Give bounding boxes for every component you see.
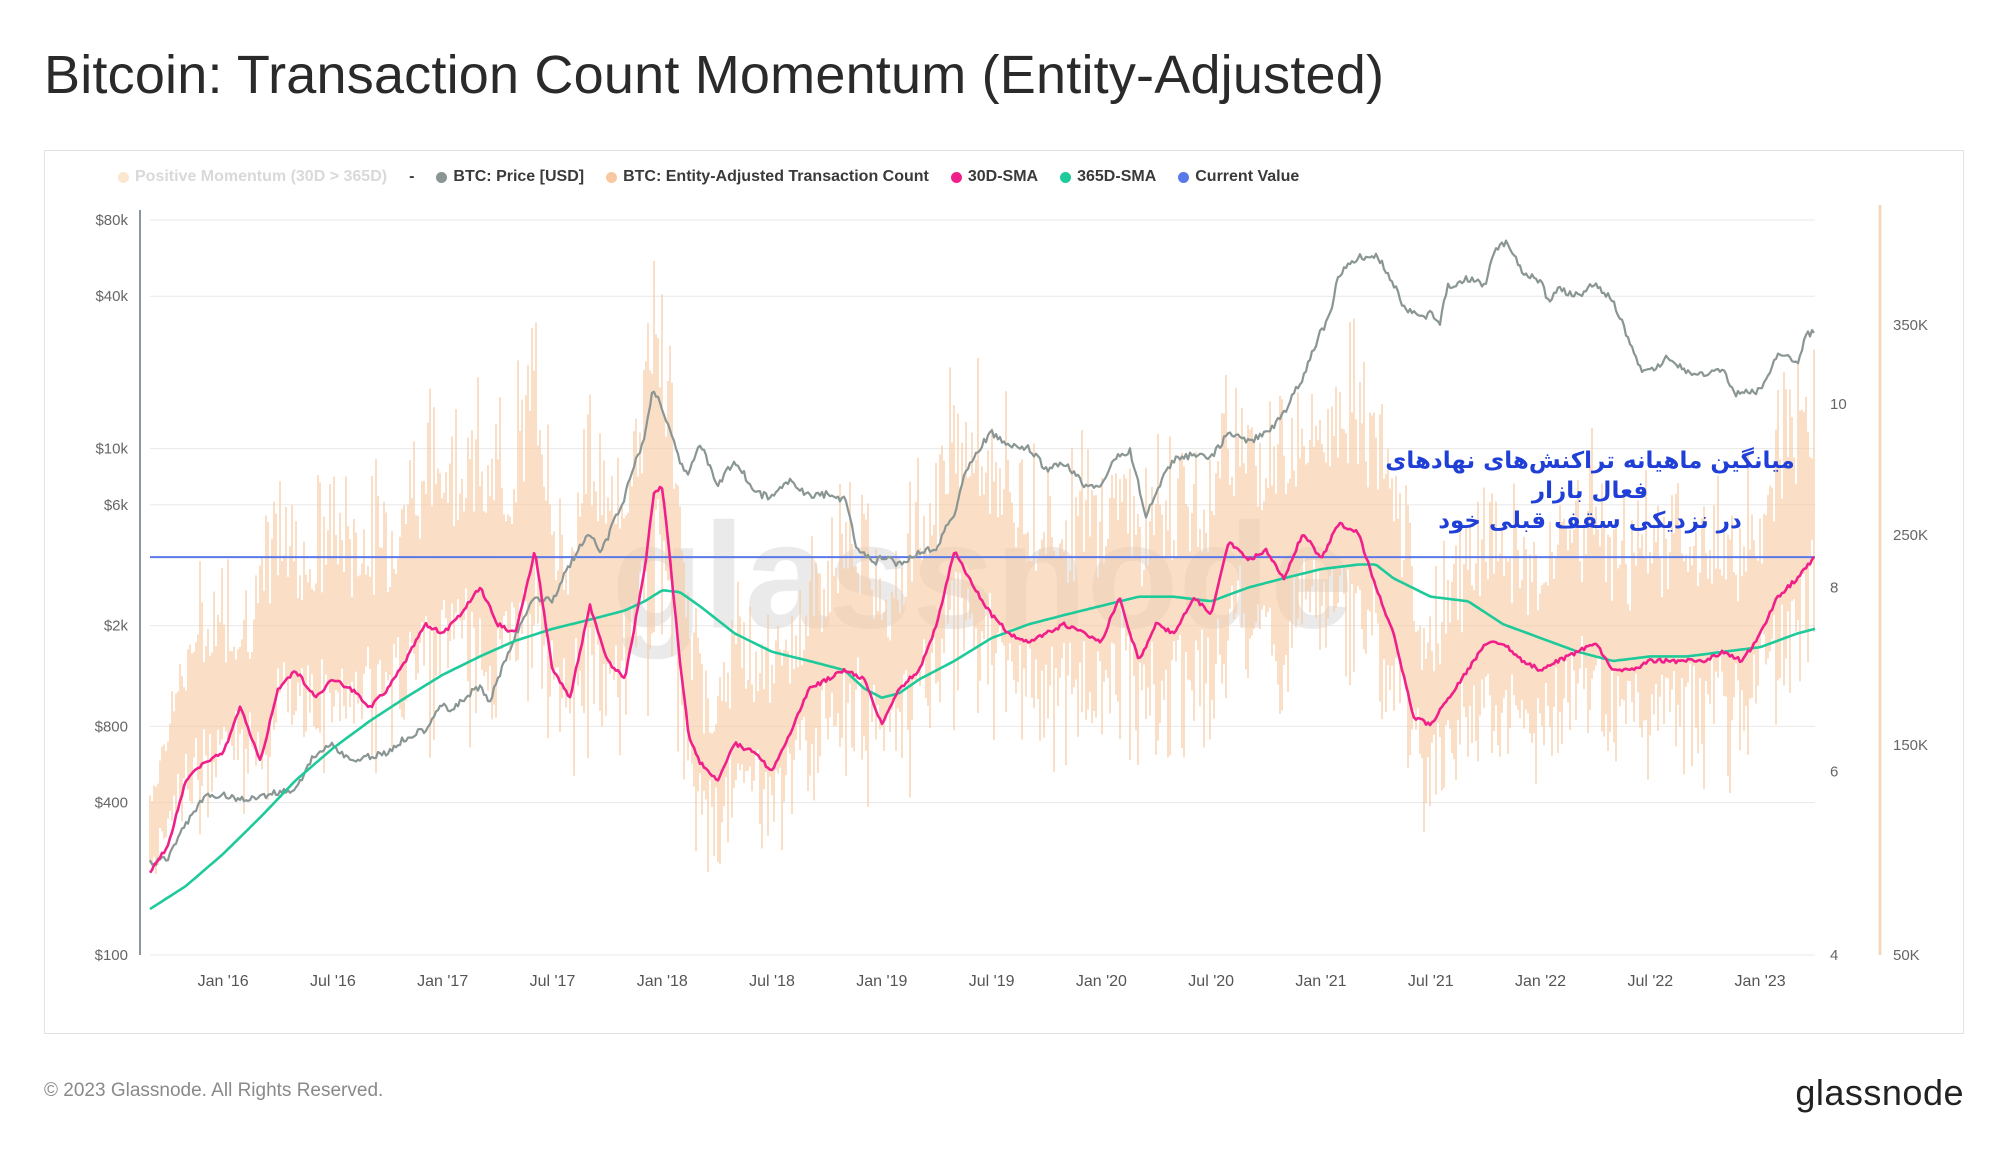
price-tick-label: $10k — [95, 441, 128, 458]
x-tick-label: Jul '19 — [969, 973, 1015, 990]
legend-item-separator: - — [409, 168, 414, 186]
legend-dot-transaction-count — [606, 171, 618, 183]
legend-item-positive-momentum[interactable]: Positive Momentum (30D > 365D) — [118, 168, 387, 186]
legend-label-transaction-count: BTC: Entity-Adjusted Transaction Count — [623, 168, 929, 185]
price-tick-label: $2k — [104, 618, 129, 635]
copyright-footer: © 2023 Glassnode. All Rights Reserved. — [44, 1080, 384, 1101]
legend-item-transaction-count[interactable]: BTC: Entity-Adjusted Transaction Count — [606, 168, 929, 186]
x-tick-label: Jul '22 — [1627, 973, 1673, 990]
count-tick-label: 150K — [1893, 737, 1928, 754]
x-tick-label: Jan '20 — [1076, 973, 1127, 990]
momentum-tick-label: 6 — [1830, 763, 1838, 780]
x-tick-label: Jan '21 — [1295, 973, 1346, 990]
momentum-tick-label: 8 — [1830, 580, 1838, 597]
legend-label-current-value: Current Value — [1195, 168, 1300, 185]
legend-dot-positive-momentum — [118, 171, 129, 183]
price-tick-label: $80k — [95, 212, 128, 229]
legend-item-current-value[interactable]: Current Value — [1178, 168, 1299, 186]
price-tick-label: $6k — [104, 497, 129, 514]
legend-label-separator: - — [409, 168, 415, 185]
x-tick-label: Jul '20 — [1188, 973, 1234, 990]
series-365d-sma — [149, 563, 1816, 911]
page-title: Bitcoin: Transaction Count Momentum (Ent… — [44, 45, 1385, 105]
series-30d-sma — [148, 485, 1816, 874]
x-tick-label: Jul '18 — [749, 973, 795, 990]
count-tick-label: 50K — [1893, 947, 1920, 964]
legend-dot-btc-price — [436, 171, 448, 183]
price-tick-label: $800 — [95, 718, 128, 735]
momentum-tick-label: 4 — [1830, 947, 1838, 964]
series-btc-price — [149, 239, 1815, 867]
series-transaction-count — [149, 261, 1815, 875]
x-tick-label: Jul '21 — [1408, 973, 1454, 990]
price-tick-label: $100 — [95, 947, 128, 964]
annotation-line-3: در نزدیکی سقف قبلی خود — [1438, 508, 1742, 534]
x-tick-label: Jan '16 — [198, 973, 249, 990]
legend-dot-current-value — [1178, 171, 1190, 183]
annotation-line-1: میانگین ماهیانه تراکنش‌های نهادهای — [1385, 448, 1795, 474]
x-tick-label: Jul '16 — [310, 973, 356, 990]
momentum-tick-label: 10 — [1830, 396, 1847, 413]
price-tick-label: $40k — [95, 288, 128, 305]
legend-label-btc-price: BTC: Price [USD] — [453, 168, 585, 185]
x-tick-label: Jan '23 — [1735, 973, 1786, 990]
legend-label-positive-momentum: Positive Momentum (30D > 365D) — [135, 168, 388, 185]
count-tick-label: 250K — [1893, 527, 1928, 544]
legend-label-365d-sma: 365D-SMA — [1077, 168, 1157, 185]
legend-label-30d-sma: 30D-SMA — [967, 168, 1039, 185]
x-tick-label: Jul '17 — [530, 973, 576, 990]
chart-legend: Positive Momentum (30D > 365D) - BTC: Pr… — [118, 166, 1299, 188]
persian-annotation: میانگین ماهیانه تراکنش‌های نهادهای فعال … — [1380, 446, 1800, 536]
x-tick-label: Jan '22 — [1515, 973, 1566, 990]
x-tick-label: Jan '17 — [417, 973, 468, 990]
legend-item-btc-price[interactable]: BTC: Price [USD] — [436, 168, 584, 186]
legend-dot-365d-sma — [1060, 171, 1072, 183]
x-tick-label: Jan '19 — [856, 973, 907, 990]
count-tick-label: 350K — [1893, 317, 1928, 334]
glassnode-logo[interactable]: glassnode — [1795, 1072, 1964, 1113]
price-tick-label: $400 — [95, 795, 128, 812]
x-tick-label: Jan '18 — [637, 973, 688, 990]
annotation-line-2: فعال بازار — [1531, 478, 1649, 504]
legend-item-30d-sma[interactable]: 30D-SMA — [950, 168, 1039, 186]
legend-item-365d-sma[interactable]: 365D-SMA — [1060, 168, 1156, 186]
legend-dot-30d-sma — [950, 171, 962, 183]
